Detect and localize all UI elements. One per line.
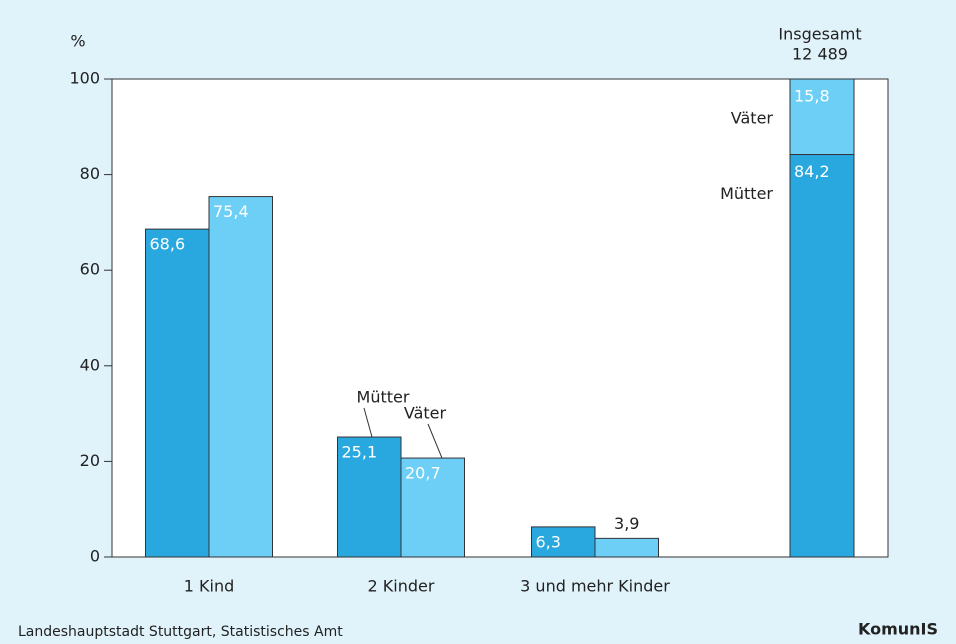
x-tick-label: 2 Kinder — [368, 577, 435, 596]
bar — [594, 537, 659, 558]
total-count: 12 489 — [792, 45, 848, 64]
bar — [145, 228, 210, 558]
total-segment — [789, 78, 855, 156]
value-label: 84,2 — [794, 162, 830, 181]
y-tick-label: 20 — [80, 451, 100, 470]
bar — [531, 526, 596, 558]
bar — [337, 436, 402, 558]
bar — [208, 196, 273, 558]
source: Landeshauptstadt Stuttgart, Statistische… — [18, 624, 343, 640]
leader-line — [363, 407, 373, 438]
legend-label: Väter — [731, 109, 774, 128]
value-label: 25,1 — [342, 443, 378, 462]
value-label: 68,6 — [150, 235, 186, 254]
x-tick-label: 3 und mehr Kinder — [520, 577, 670, 596]
y-tick-label: 40 — [80, 355, 100, 374]
total-segment — [789, 154, 855, 558]
y-axis-label: % — [70, 32, 85, 51]
legend-label: Väter — [404, 404, 447, 423]
y-tick-label: 100 — [69, 69, 100, 88]
value-label: 20,7 — [405, 464, 441, 483]
x-tick-label: 1 Kind — [184, 577, 235, 596]
total-title: Insgesamt — [778, 25, 861, 44]
legend-label: Mütter — [357, 388, 410, 407]
leader-line — [427, 423, 443, 459]
value-label: 15,8 — [794, 87, 830, 106]
y-tick-label: 80 — [80, 164, 100, 183]
logo: KomunIS — [858, 620, 938, 639]
bar — [400, 457, 465, 558]
value-label: 3,9 — [614, 514, 639, 533]
legend-label: Mütter — [720, 184, 773, 203]
value-label: 6,3 — [536, 532, 561, 551]
value-label: 75,4 — [213, 202, 249, 221]
y-tick-label: 60 — [80, 260, 100, 279]
y-tick-label: 0 — [90, 547, 100, 566]
